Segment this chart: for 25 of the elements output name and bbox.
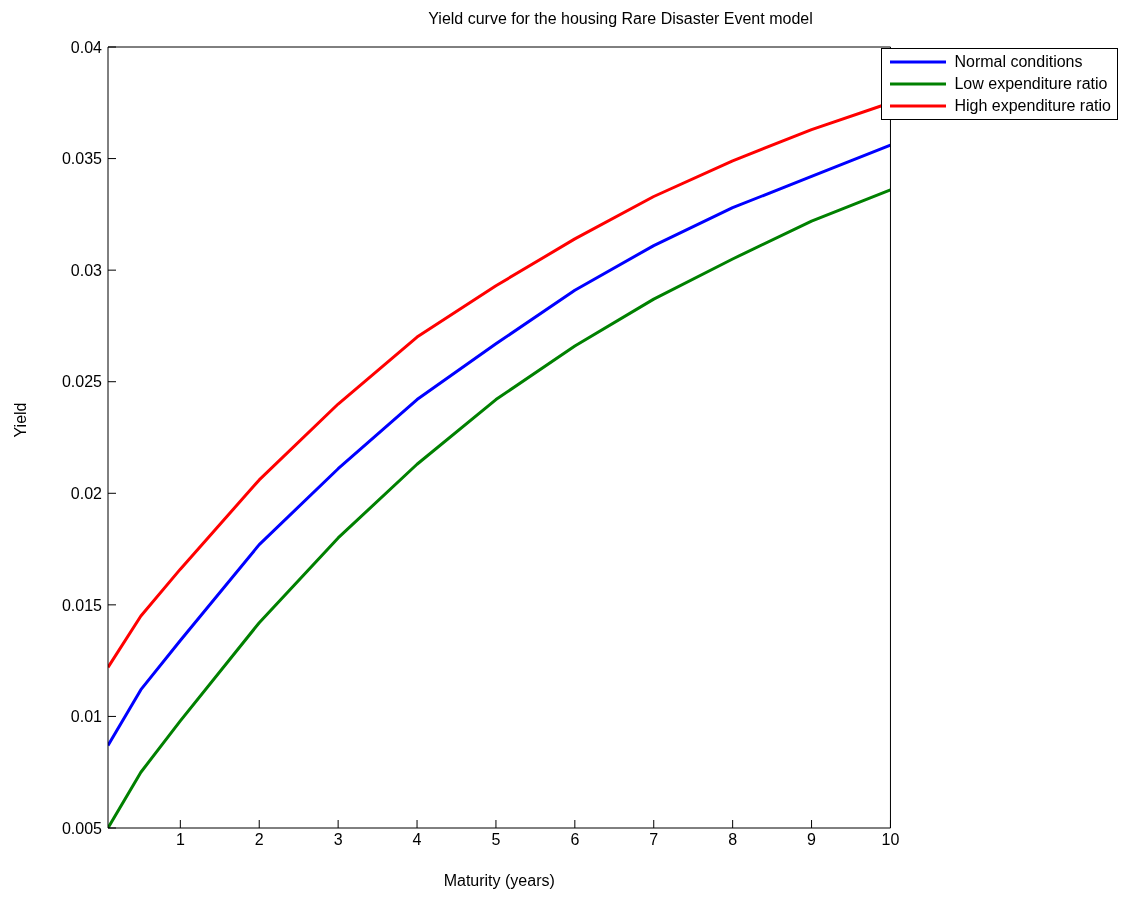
y-tick-label: 0.035 — [61, 150, 103, 168]
y-tick-label: 0.02 — [70, 484, 103, 502]
y-tick-label: 0.025 — [61, 373, 103, 391]
x-tick-label: 6 — [570, 831, 580, 849]
x-tick-label: 8 — [728, 831, 738, 849]
y-axis-title: Yield — [11, 402, 29, 438]
x-tick-label: 7 — [649, 831, 659, 849]
x-tick-label: 3 — [333, 831, 343, 849]
legend-label: Normal conditions — [954, 52, 1083, 72]
y-tick-label: 0.005 — [61, 819, 103, 837]
y-tick-label: 0.03 — [70, 261, 103, 279]
legend-label: Low expenditure ratio — [954, 74, 1108, 94]
y-tick-label: 0.04 — [70, 38, 103, 56]
x-tick-label: 9 — [807, 831, 817, 849]
x-tick-label: 10 — [881, 831, 900, 849]
line-series — [108, 143, 891, 747]
legend-label: High expenditure ratio — [954, 96, 1111, 116]
x-axis-title: Maturity (years) — [443, 872, 555, 889]
x-tick-label: 5 — [491, 831, 501, 849]
x-tick-label: 1 — [175, 831, 185, 849]
y-tick-label: 0.015 — [61, 596, 103, 614]
chart-title: Yield curve for the housing Rare Disaster Event model — [427, 10, 814, 28]
y-tick-label: 0.01 — [70, 708, 103, 726]
x-tick-label: 2 — [254, 831, 264, 849]
x-tick-label: 4 — [412, 831, 422, 849]
